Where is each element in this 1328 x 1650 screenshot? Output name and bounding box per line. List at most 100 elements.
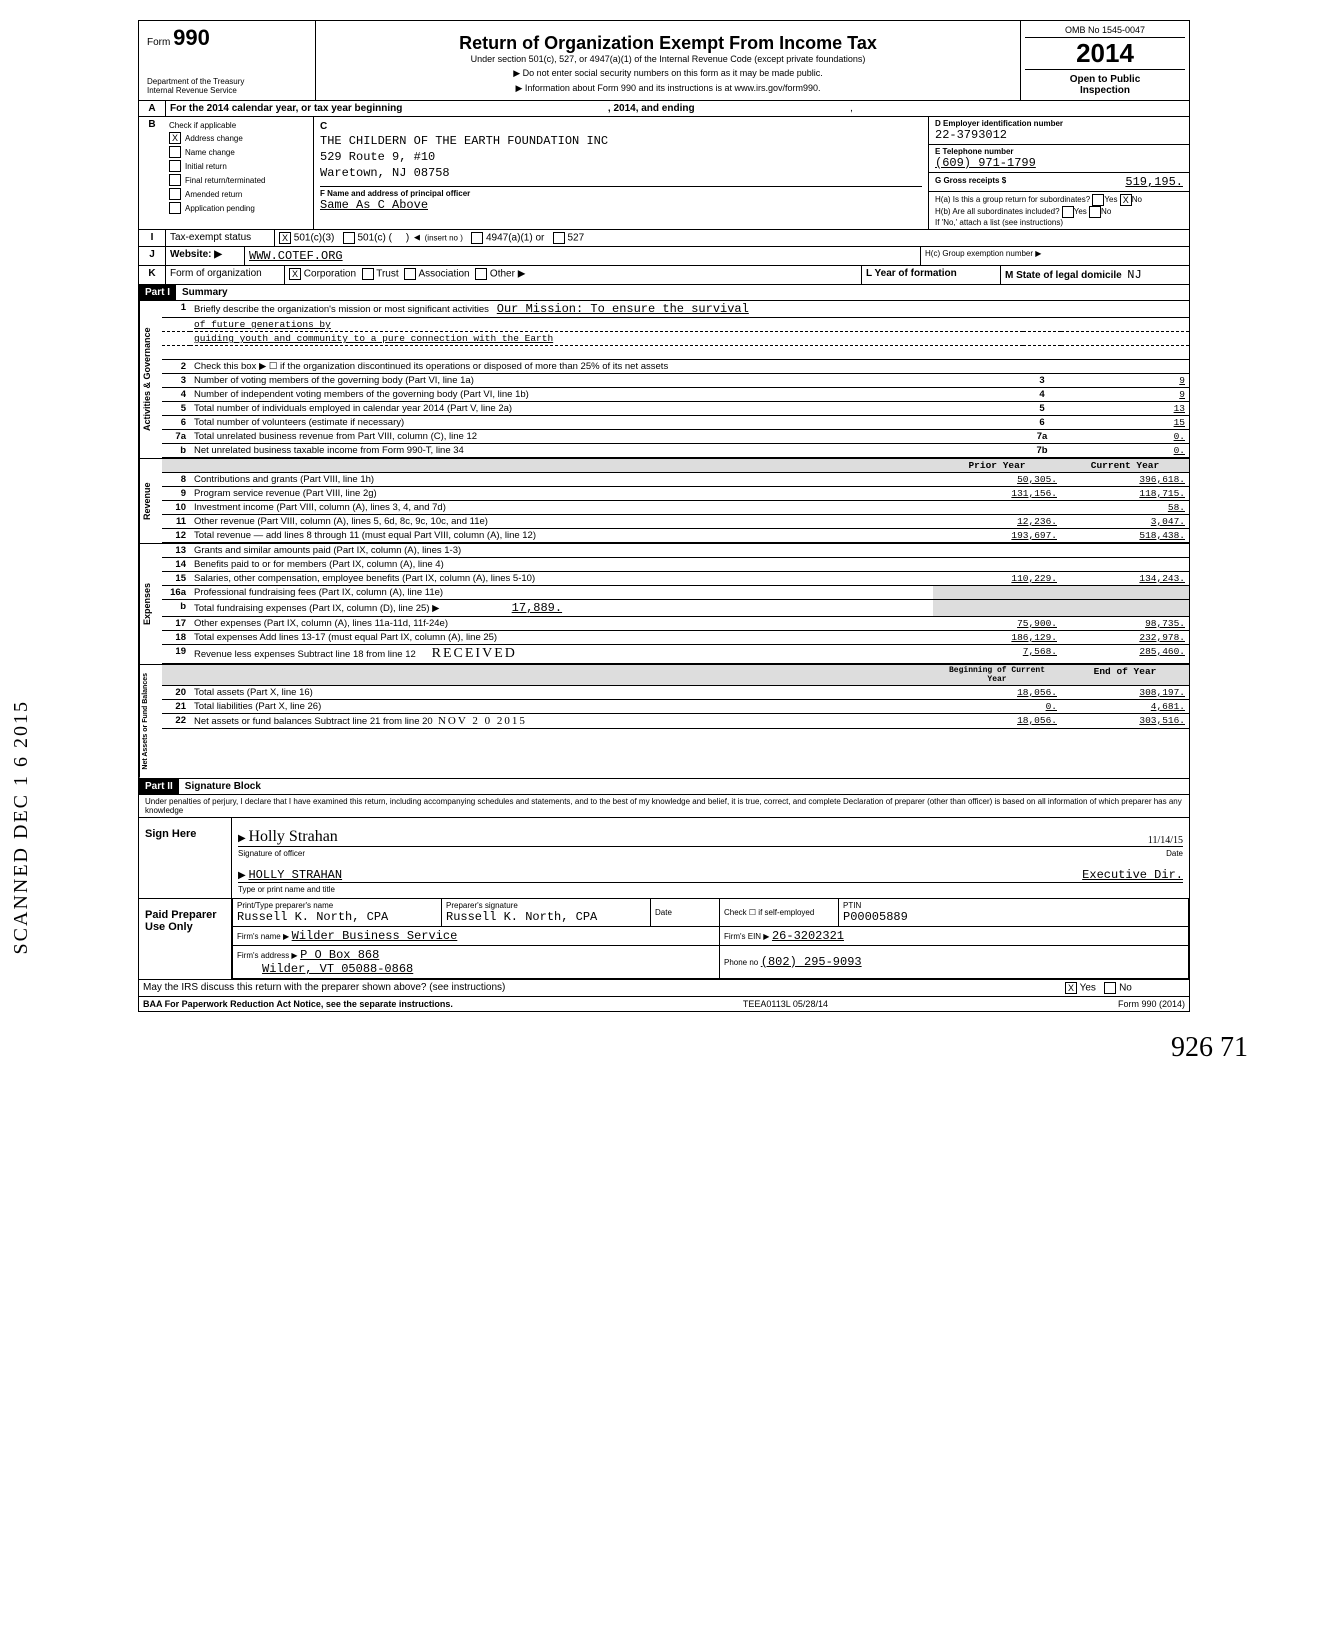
line-5: Total number of individuals employed in … [190, 402, 1023, 416]
line-22-cur: 303,516. [1061, 714, 1189, 729]
line-4-val: 9 [1061, 388, 1189, 402]
mission-2: of future generations by [190, 318, 1189, 332]
line-8-cur: 396,618. [1061, 473, 1189, 487]
form-org-label: Form of organization [166, 266, 285, 284]
line-16a-prior [933, 586, 1061, 600]
line-7a: Total unrelated business revenue from Pa… [190, 430, 1023, 444]
trust-checkbox[interactable] [362, 268, 374, 280]
app-pending-checkbox[interactable] [169, 202, 181, 214]
line-7a-val: 0. [1061, 430, 1189, 444]
tax-year: 2014 [1025, 38, 1185, 70]
amended-return-label: Amended return [185, 190, 242, 199]
hb-no-checkbox[interactable] [1089, 206, 1101, 218]
name-change-checkbox[interactable] [169, 146, 181, 158]
dept-irs: Internal Revenue Service [147, 87, 307, 96]
final-return-checkbox[interactable] [169, 174, 181, 186]
ha-label: H(a) Is this a group return for subordin… [935, 194, 1183, 206]
sign-here-label: Sign Here [139, 818, 232, 898]
section-b: B Check if applicable XAddress change Na… [139, 117, 1189, 230]
assoc-checkbox[interactable] [404, 268, 416, 280]
ha-yes-checkbox[interactable] [1092, 194, 1104, 206]
label-k: K [139, 266, 166, 284]
line-16b-val: 17,889. [442, 601, 562, 615]
form-footer: BAA For Paperwork Reduction Act Notice, … [139, 997, 1189, 1011]
line-14-prior [933, 558, 1061, 572]
form-note-info: ▶ Information about Form 990 and its ins… [320, 83, 1016, 94]
line-13-cur [1061, 544, 1189, 558]
discuss-yes-checkbox[interactable]: X [1065, 982, 1077, 994]
row-k: K Form of organization X Corporation Tru… [139, 266, 1189, 285]
501c-checkbox[interactable] [343, 232, 355, 244]
hb-yes-checkbox[interactable] [1062, 206, 1074, 218]
discuss-row: May the IRS discuss this return with the… [139, 980, 1189, 997]
ptin-label: PTIN [843, 901, 1184, 910]
line-20-cur: 308,197. [1061, 686, 1189, 700]
final-return-label: Final return/terminated [185, 176, 265, 185]
line-18-cur: 232,978. [1061, 631, 1189, 645]
expenses-vlabel: Expenses [139, 544, 162, 664]
received-stamp: RECEIVED [432, 646, 517, 661]
line-11-cur: 3,047. [1061, 515, 1189, 529]
label-j: J [139, 247, 166, 265]
officer-name: HOLLY STRAHAN [248, 868, 342, 882]
line-6-val: 15 [1061, 416, 1189, 430]
penalty-statement: Under penalties of perjury, I declare th… [139, 795, 1189, 818]
form-note-ssn: ▶ Do not enter social security numbers o… [320, 68, 1016, 79]
line-3-val: 9 [1061, 374, 1189, 388]
omb-number: OMB No 1545-0047 [1025, 25, 1185, 38]
form-990-container: Form 990 Department of the Treasury Inte… [138, 20, 1190, 1012]
line-14-cur [1061, 558, 1189, 572]
other-checkbox[interactable] [475, 268, 487, 280]
line-18-prior: 186,129. [933, 631, 1061, 645]
website-value: WWW.COTEF.ORG [245, 247, 921, 265]
part-ii-label: Part II [139, 779, 179, 794]
form-number: Form 990 [147, 25, 307, 51]
firm-addr2: Wilder, VT 05088-0868 [262, 962, 413, 976]
part-i-header: Part I Summary [139, 285, 1189, 301]
prep-sig: Russell K. North, CPA [446, 910, 646, 924]
corp-checkbox[interactable]: X [289, 268, 301, 280]
checkbox-column: Check if applicable XAddress change Name… [165, 117, 314, 229]
527-label: 527 [567, 233, 584, 244]
prep-date-label: Date [655, 908, 715, 917]
527-checkbox[interactable] [553, 232, 565, 244]
initial-return-checkbox[interactable] [169, 160, 181, 172]
sig-date: 11/14/15 [1148, 835, 1183, 846]
firm-name: Wilder Business Service [292, 929, 458, 943]
line-16b: Total fundraising expenses (Part IX, col… [190, 600, 933, 617]
org-addr1: 529 Route 9, #10 [320, 150, 922, 164]
m-state-value: NJ [1127, 268, 1141, 282]
line-5-val: 13 [1061, 402, 1189, 416]
hc-label: H(c) Group exemption number ▶ [921, 247, 1189, 265]
line-9: Program service revenue (Part VIII, line… [190, 487, 933, 501]
right-info-block: D Employer identification number 22-3793… [929, 117, 1189, 229]
calendar-year-text: For the 2014 calendar year, or tax year … [170, 103, 402, 114]
501c3-label: 501(c)(3) [294, 233, 335, 244]
ha-no-checkbox[interactable]: X [1120, 194, 1132, 206]
4947-checkbox[interactable] [471, 232, 483, 244]
scanned-stamp: SCANNED DEC 1 6 2015 [10, 700, 33, 954]
discuss-no-checkbox[interactable] [1104, 982, 1116, 994]
sig-of-officer-label: Signature of officer [238, 849, 305, 858]
mission-label: Briefly describe the organization's miss… [194, 304, 489, 315]
hb-label: H(b) Are all subordinates included? Yes … [935, 206, 1183, 218]
line-4: Number of independent voting members of … [190, 388, 1023, 402]
address-change-checkbox[interactable]: X [169, 132, 181, 144]
app-pending-label: Application pending [185, 204, 255, 213]
line-10-cur: 58. [1061, 501, 1189, 515]
label-a: A [139, 101, 166, 116]
type-print-label: Type or print name and title [238, 885, 1183, 894]
label-i: I [139, 230, 166, 246]
label-e: E Telephone number [935, 147, 1183, 156]
discuss-label: May the IRS discuss this return with the… [139, 980, 1061, 996]
amended-return-checkbox[interactable] [169, 188, 181, 200]
line-12-prior: 193,697. [933, 529, 1061, 543]
prep-check-label: Check ☐ if self-employed [724, 908, 834, 917]
line-21-prior: 0. [933, 700, 1061, 714]
inspection: Inspection [1025, 85, 1185, 96]
preparer-block: Paid Preparer Use Only Print/Type prepar… [139, 899, 1189, 980]
other-label: Other ▶ [490, 269, 525, 280]
mission-3: guiding youth and community to a pure co… [190, 332, 1189, 346]
part-i-label: Part I [139, 285, 176, 300]
501c3-checkbox[interactable]: X [279, 232, 291, 244]
